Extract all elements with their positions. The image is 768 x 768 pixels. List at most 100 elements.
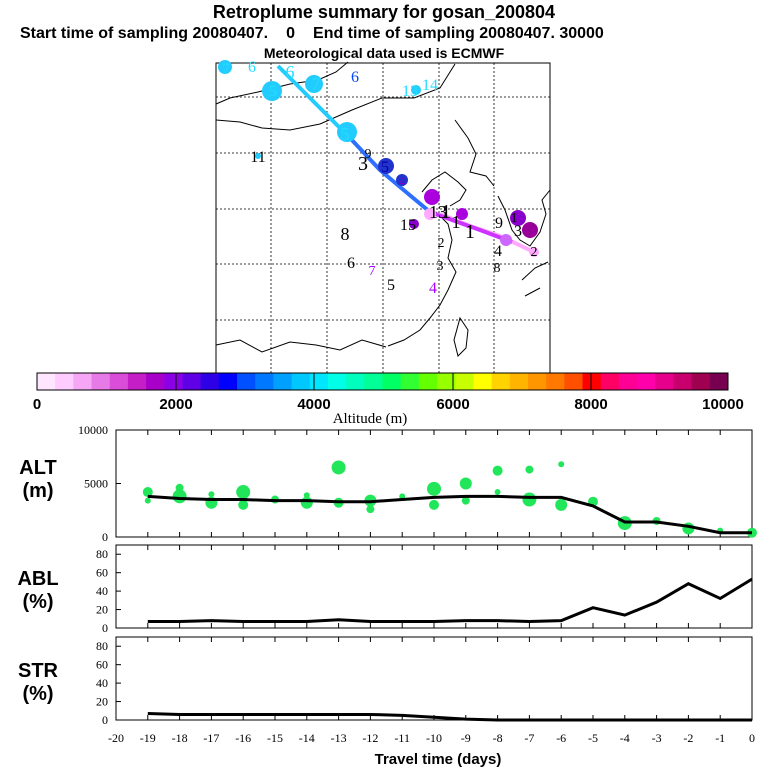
colorbar-swatch [582,373,602,390]
colorbar-swatch [291,373,311,390]
trajectory-marker [411,85,421,95]
trajectory-label: 14 [422,77,438,94]
trajectory-label: 5 [381,159,389,176]
trajectory-marker [510,210,526,226]
colorbar-swatch [255,373,274,390]
x-tick-label: -5 [588,731,598,745]
colorbar-tick-label: 2000 [159,396,192,413]
trajectory-label: 2 [531,245,538,260]
alt-point [144,497,151,504]
colorbar-swatch [346,373,365,390]
met-data-label: Meteorological data used is ECMWF [263,45,505,61]
colorbar-swatch [546,373,565,390]
trajectory-marker [409,219,419,229]
trajectory-line [348,136,432,214]
alt-point [399,493,406,500]
trajectory-label: 7 [369,264,376,279]
x-tick-label: -1 [715,731,725,745]
trajectory-label: 13 [429,202,447,222]
trajectory-label: 9 [495,215,503,232]
trajectory-marker [424,208,436,220]
colorbar-swatch [437,373,456,390]
trajectory-marker [529,247,539,257]
colorbar-tick-label: 8000 [574,396,607,413]
colorbar-swatch [109,373,129,390]
trajectory-label: 13 [402,83,418,100]
start-value: 0 [286,25,296,42]
start-label: Start time of sampling 20080407. [20,25,269,42]
colorbar-swatch [527,373,547,390]
colorbar-swatch [164,373,183,390]
trajectory-line [429,210,513,244]
trajectory-marker [456,208,468,220]
colorbar-swatch [55,373,74,390]
colorbar-swatch [673,373,693,390]
coastline [497,189,551,247]
alt-point [461,496,470,505]
coastlines [215,61,551,357]
time-series-panels: 0500010000ALT(m)020406080ABL(%)020406080… [17,423,757,768]
alt-point [208,491,215,498]
trajectory-tracks [276,64,535,254]
alt-series-line [147,494,752,535]
x-tick-label: -7 [524,731,534,745]
colorbar-swatch [218,373,238,390]
alt-point [238,499,249,510]
trajectory-label: 8 [494,261,501,276]
y-tick-label: 20 [96,603,108,617]
trajectory-label: 5 [269,83,277,100]
trajectory-label: 1 [441,201,451,223]
colorbar-title: Altitude (m) [333,411,408,427]
trajectory-label: 1 [465,221,475,243]
trajectory-label: 6 [286,62,295,82]
y-tick-label: 0 [102,713,108,727]
alt-point [494,489,501,496]
border-line [215,339,387,353]
colorbar-swatch [491,373,511,390]
trajectory-marker [378,158,394,174]
coastline [521,261,549,297]
alt-point [142,487,153,498]
trajectory-label: 2 [438,236,445,251]
x-tick-label: -4 [620,731,630,745]
x-tick-label: -2 [683,731,693,745]
x-tick-label: -11 [394,731,410,745]
trajectory-marker [218,60,232,74]
x-tick-label: -18 [172,731,188,745]
trajectory-label: 15 [400,217,416,234]
x-axis-title: Travel time (days) [375,751,502,768]
alt-point [236,485,251,500]
x-tick-label: -15 [267,731,283,745]
colorbar-swatch [146,373,165,390]
x-tick-label: -20 [108,731,124,745]
panel-frame [115,636,753,721]
alt-point [429,499,439,510]
trajectory-label: 3 [437,259,444,274]
trajectory-marker [255,153,261,159]
colorbar-swatch [691,373,711,390]
trajectory-marker [305,75,323,93]
trajectory-marker [396,174,408,186]
y-tick-label: 80 [96,639,108,653]
y-tick-label: 60 [96,566,108,580]
trajectory-marker [424,189,440,205]
trajectory-label: 5 [341,124,350,144]
y-tick-label: 60 [96,658,108,672]
colorbar-swatch [200,373,220,390]
trajectory-label: 3 [514,223,522,240]
alt-point [555,498,568,511]
x-tick-label: -19 [140,731,156,745]
x-tick-label: -6 [556,731,566,745]
trajectory-label: 1 [452,212,461,232]
colorbar-swatch [564,373,584,390]
alt-point [492,465,503,476]
colorbar-swatch [709,373,729,390]
panel-label-unit: (%) [22,591,53,613]
coastline [454,119,495,187]
alt-point [300,496,313,509]
x-tick-label: -17 [203,731,219,745]
alt-point [331,460,346,475]
colorbar-swatch [600,373,620,390]
